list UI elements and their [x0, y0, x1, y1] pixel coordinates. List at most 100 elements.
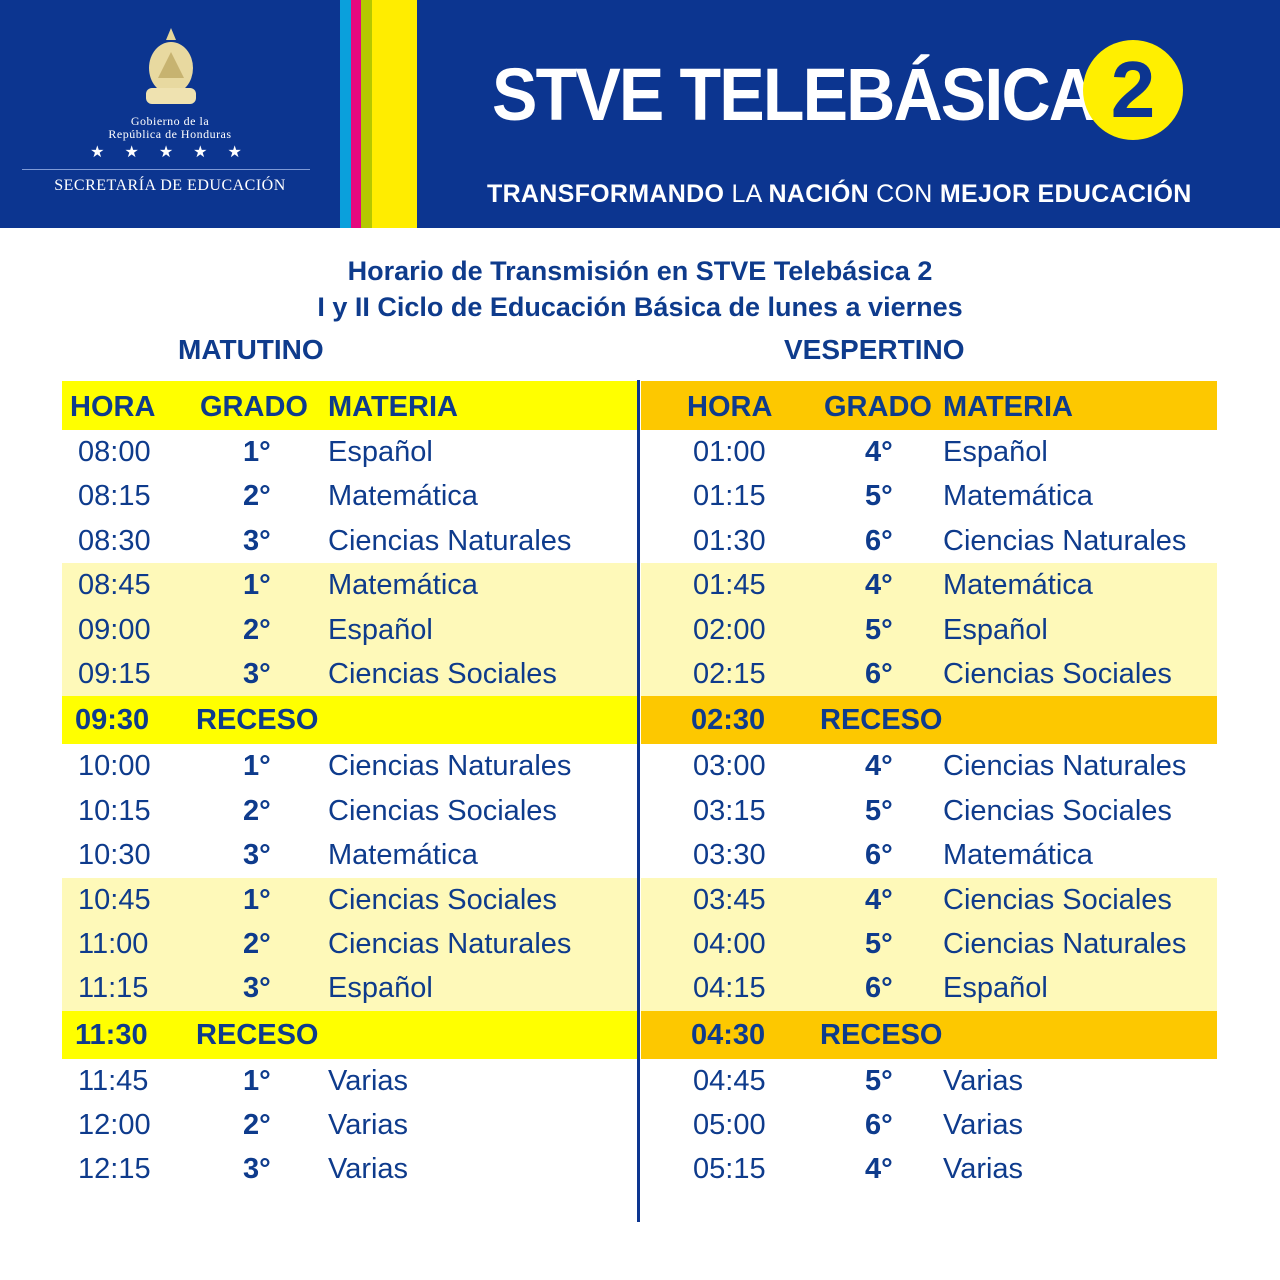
- recess-label: RECESO: [196, 704, 319, 737]
- grado-cell: 2°: [243, 1109, 271, 1142]
- table-row: 03:00 4° Ciencias Naturales: [641, 744, 1217, 789]
- hora-cell: 10:00: [78, 750, 151, 783]
- hora-cell: 04:15: [693, 972, 766, 1005]
- table-row: 09:00 2° Español: [62, 607, 638, 652]
- stars-icon: ★ ★ ★ ★ ★: [90, 144, 250, 161]
- hora-cell: 10:45: [78, 883, 151, 916]
- grado-cell: 2°: [243, 613, 271, 646]
- table-row: 04:45 5° Varias: [641, 1058, 1217, 1104]
- grado-cell: 3°: [243, 972, 271, 1005]
- gov-line1: Gobierno de la: [130, 114, 210, 128]
- materia-cell: Matemática: [943, 480, 1093, 513]
- grado-cell: 6°: [865, 524, 893, 557]
- hora-cell: 03:15: [693, 794, 766, 827]
- table-row: 03:30 6° Matemática: [641, 833, 1217, 878]
- afternoon-schedule-table: HORA GRADO MATERIA 01:00 4° Español 01:15 5° Mat…: [641, 381, 1217, 1192]
- hora-cell: 02:30: [691, 704, 766, 737]
- table-row: 12:15 3° Varias: [62, 1147, 638, 1192]
- materia-cell: Español: [943, 613, 1048, 646]
- hora-cell: 11:15: [78, 972, 149, 1005]
- recess-label: RECESO: [196, 1018, 319, 1051]
- cyan-stripe: [340, 0, 351, 228]
- schedule-subtitle: I y II Ciclo de Educación Básica de lune…: [317, 292, 963, 322]
- table-row: 05:15 4° Varias: [641, 1147, 1217, 1192]
- hora-cell: 03:30: [693, 839, 766, 872]
- yellow-stripe: [372, 0, 417, 228]
- table-row: 08:45 1° Matemática: [62, 563, 638, 608]
- column-header-grado: GRADO: [200, 391, 308, 423]
- materia-cell: Ciencias Sociales: [328, 794, 557, 827]
- table-row: 01:30 6° Ciencias Naturales: [641, 518, 1217, 564]
- header-banner: Gobierno de la República de Honduras ★ ★…: [0, 0, 1280, 228]
- hora-cell: 11:45: [78, 1064, 149, 1097]
- grado-cell: 1°: [243, 569, 271, 602]
- recess-row: 09:30 RECESO: [62, 696, 638, 745]
- grado-cell: 5°: [865, 1064, 893, 1097]
- grado-cell: 5°: [865, 927, 893, 960]
- materia-cell: Español: [328, 613, 433, 646]
- hora-cell: 05:15: [693, 1153, 766, 1186]
- table-row: 02:15 6° Ciencias Sociales: [641, 651, 1217, 697]
- gov-line2: República de Honduras: [108, 127, 232, 141]
- materia-cell: Español: [943, 436, 1048, 468]
- channel-number-badge: 2: [1083, 40, 1183, 140]
- grado-cell: 3°: [243, 524, 271, 557]
- materia-cell: Ciencias Naturales: [328, 524, 572, 557]
- hora-cell: 10:30: [78, 839, 151, 872]
- grado-cell: 5°: [865, 613, 893, 646]
- afternoon-label: VESPERTINO: [784, 334, 965, 365]
- secretaria-label: SECRETARÍA DE EDUCACIÓN: [54, 177, 286, 194]
- column-header-materia: MATERIA: [328, 391, 458, 423]
- materia-cell: Ciencias Naturales: [328, 927, 572, 960]
- hora-cell: 02:15: [693, 657, 766, 690]
- grado-cell: 4°: [865, 883, 893, 916]
- materia-cell: Ciencias Naturales: [943, 927, 1187, 960]
- grado-cell: 1°: [243, 436, 271, 468]
- table-header: HORA GRADO MATERIA: [62, 381, 638, 430]
- hora-cell: 12:00: [78, 1109, 151, 1142]
- lime-stripe: [361, 0, 372, 228]
- table-row: 02:00 5° Español: [641, 607, 1217, 652]
- grado-cell: 2°: [243, 480, 271, 513]
- materia-cell: Matemática: [943, 839, 1093, 872]
- materia-cell: Varias: [943, 1153, 1024, 1186]
- grado-cell: 1°: [243, 883, 271, 916]
- materia-cell: Varias: [943, 1064, 1024, 1097]
- honduras-coat-of-arms-icon: [146, 28, 196, 104]
- table-row: 11:00 2° Ciencias Naturales: [62, 921, 638, 967]
- materia-cell: Matemática: [328, 480, 478, 513]
- morning-label: MATUTINO: [178, 334, 324, 365]
- grado-cell: 5°: [865, 794, 893, 827]
- materia-cell: Varias: [943, 1109, 1024, 1142]
- hora-cell: 03:00: [693, 750, 766, 783]
- table-row: 10:45 1° Ciencias Sociales: [62, 877, 638, 922]
- brand-title: STVE TELEBÁSICA: [492, 53, 1098, 136]
- recess-row: 02:30 RECESO: [641, 696, 1217, 745]
- materia-cell: Español: [943, 972, 1048, 1005]
- table-row: 09:15 3° Ciencias Sociales: [62, 651, 638, 697]
- column-header-materia: MATERIA: [943, 391, 1073, 423]
- table-row: 12:00 2° Varias: [62, 1103, 638, 1148]
- materia-cell: Varias: [328, 1109, 409, 1142]
- table-row: 10:15 2° Ciencias Sociales: [62, 788, 638, 834]
- grado-cell: 6°: [865, 839, 893, 872]
- materia-cell: Ciencias Naturales: [943, 524, 1187, 557]
- materia-cell: Varias: [328, 1064, 409, 1097]
- table-row: 10:00 1° Ciencias Naturales: [62, 744, 638, 789]
- hora-cell: 01:45: [693, 569, 766, 602]
- table-header: HORA GRADO MATERIA: [641, 381, 1217, 430]
- hora-cell: 05:00: [693, 1109, 766, 1142]
- table-row: 11:45 1° Varias: [62, 1058, 638, 1104]
- schedule-title: Horario de Transmisión en STVE Telebásic…: [347, 256, 933, 286]
- morning-schedule-table: HORA GRADO MATERIA 08:00 1° Español 08:15 2° Mat…: [62, 381, 638, 1192]
- materia-cell: Ciencias Sociales: [328, 883, 557, 916]
- hora-cell: 08:15: [78, 480, 151, 513]
- recess-row: 04:30 RECESO: [641, 1010, 1217, 1059]
- materia-cell: Matemática: [328, 839, 478, 872]
- materia-cell: Matemática: [328, 569, 478, 602]
- hora-cell: 09:15: [78, 657, 151, 690]
- hora-cell: 04:30: [691, 1018, 766, 1051]
- materia-cell: Ciencias Sociales: [943, 883, 1172, 916]
- tagline: TRANSFORMANDO LA NACIÓN CON MEJOR EDUCAC…: [487, 180, 1192, 209]
- materia-cell: Matemática: [943, 569, 1093, 602]
